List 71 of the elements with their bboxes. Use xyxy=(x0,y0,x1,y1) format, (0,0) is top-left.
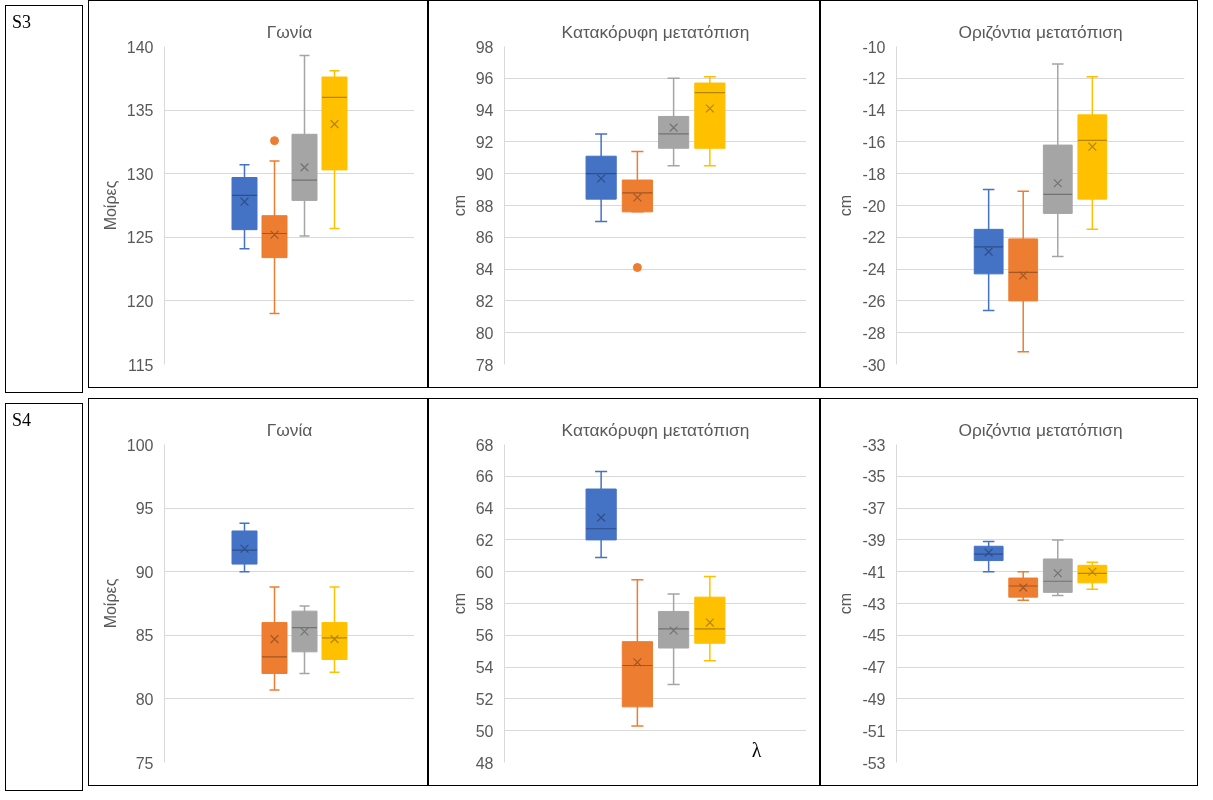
y-tick-label: -12 xyxy=(862,70,886,88)
y-tick-label: 75 xyxy=(135,754,154,772)
y-tick-label: 62 xyxy=(475,531,494,549)
y-tick-label: 85 xyxy=(135,627,154,645)
y-tick-label: -47 xyxy=(862,659,886,677)
y-tick-label: 54 xyxy=(475,659,494,677)
y-tick-label: -14 xyxy=(862,102,886,120)
chart-title: Οριζόντια μετατόπιση xyxy=(958,21,1123,42)
text: S4 xyxy=(12,409,32,432)
y-tick-label: -45 xyxy=(862,627,886,645)
chart-title: Κατακόρυφη μετατόπιση xyxy=(561,419,750,440)
y-tick-label: 66 xyxy=(475,468,494,486)
y-tick-label: 78 xyxy=(475,356,494,374)
y-tick-label: -35 xyxy=(862,468,886,486)
y-axis-title: cm xyxy=(450,194,468,217)
y-tick-label: -41 xyxy=(862,563,886,581)
y-tick-label: 58 xyxy=(475,595,494,613)
y-tick-label: -10 xyxy=(862,38,886,56)
y-tick-label: 120 xyxy=(126,292,154,310)
y-tick-label: -22 xyxy=(862,229,886,247)
y-tick-label: -26 xyxy=(862,292,886,310)
y-tick-label: 80 xyxy=(135,690,154,708)
chart-title: Οριζόντια μετατόπιση xyxy=(958,419,1123,440)
y-tick-label: -43 xyxy=(862,595,886,613)
y-tick-label: 60 xyxy=(475,563,494,581)
y-tick-label: 94 xyxy=(475,102,494,120)
y-axis-title: cm xyxy=(837,194,855,217)
y-tick-label: -51 xyxy=(862,722,886,740)
text: S3 xyxy=(12,11,32,34)
y-tick-label: 64 xyxy=(475,500,494,518)
y-tick-label: 88 xyxy=(475,197,494,215)
y-axis-title: Μοίρες xyxy=(101,578,119,629)
y-tick-label: 98 xyxy=(475,38,494,56)
y-tick-label: 56 xyxy=(475,627,494,645)
chart-title: Κατακόρυφη μετατόπιση xyxy=(561,21,750,42)
y-tick-label: -16 xyxy=(862,133,886,151)
y-tick-label: 95 xyxy=(135,500,154,518)
y-tick-label: 92 xyxy=(475,133,494,151)
y-tick-label: 80 xyxy=(475,324,494,342)
y-tick-label: 86 xyxy=(475,229,494,247)
y-axis-title: cm xyxy=(837,592,855,615)
y-tick-label: 82 xyxy=(475,292,494,310)
y-tick-label: -20 xyxy=(862,197,886,215)
y-tick-label: 100 xyxy=(126,436,154,454)
y-tick-label: 90 xyxy=(135,563,154,581)
y-tick-label: -24 xyxy=(862,261,886,279)
y-tick-label: 96 xyxy=(475,70,494,88)
y-tick-label: -49 xyxy=(862,690,886,708)
y-axis-title: Μοίρες xyxy=(101,180,119,231)
chart-title: Γωνία xyxy=(266,419,313,440)
y-tick-label: -39 xyxy=(862,531,886,549)
chart-title: Γωνία xyxy=(266,21,313,42)
y-axis-title: cm xyxy=(450,592,468,615)
y-tick-label: 140 xyxy=(126,38,154,56)
y-tick-label: 50 xyxy=(475,722,494,740)
y-tick-label: -28 xyxy=(862,324,886,342)
y-tick-label: 52 xyxy=(475,690,494,708)
y-tick-label: 135 xyxy=(126,102,154,120)
y-tick-label: 68 xyxy=(475,436,494,454)
y-tick-label: 115 xyxy=(127,356,154,374)
y-tick-label: 48 xyxy=(475,754,494,772)
y-tick-label: -33 xyxy=(862,436,886,454)
annotation: λ xyxy=(751,738,762,761)
y-tick-label: -30 xyxy=(862,356,886,374)
y-tick-label: 90 xyxy=(475,165,494,183)
y-tick-label: 84 xyxy=(475,261,494,279)
y-tick-label: -37 xyxy=(862,500,886,518)
y-tick-label: -18 xyxy=(862,165,886,183)
y-tick-label: -53 xyxy=(862,754,886,772)
y-tick-label: 125 xyxy=(126,229,154,247)
y-tick-label: 130 xyxy=(126,165,154,183)
